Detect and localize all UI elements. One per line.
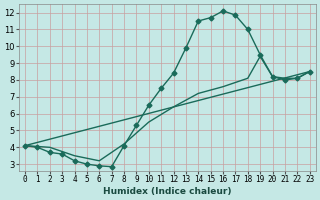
- X-axis label: Humidex (Indice chaleur): Humidex (Indice chaleur): [103, 187, 232, 196]
